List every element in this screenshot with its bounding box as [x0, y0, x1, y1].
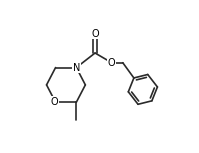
Text: N: N: [73, 63, 80, 73]
Text: O: O: [108, 58, 115, 68]
Text: O: O: [50, 97, 58, 107]
Text: O: O: [91, 29, 99, 39]
